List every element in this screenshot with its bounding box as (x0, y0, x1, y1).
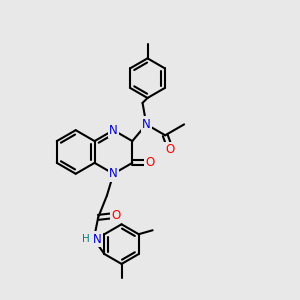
Text: N: N (109, 124, 118, 137)
Text: O: O (146, 156, 155, 170)
Text: N: N (142, 118, 151, 131)
Text: O: O (111, 209, 121, 222)
Text: H: H (82, 234, 90, 244)
Text: N: N (92, 233, 101, 246)
Text: N: N (109, 167, 118, 180)
Text: O: O (166, 143, 175, 156)
